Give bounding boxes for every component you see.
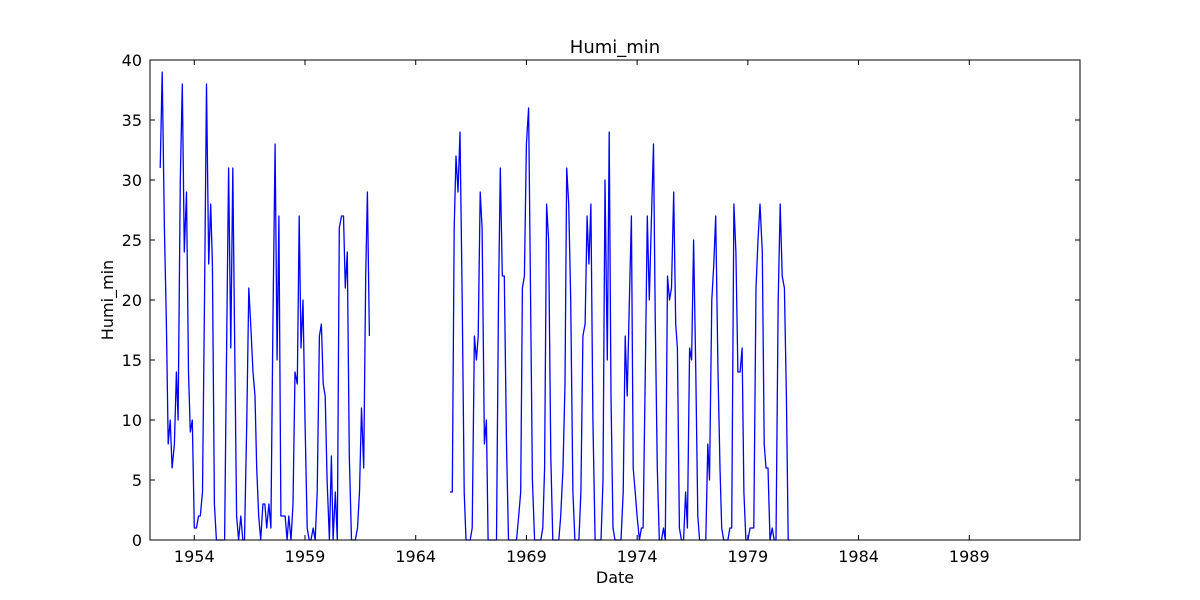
x-tick-label: 1979 <box>727 547 768 566</box>
x-tick-label: 1964 <box>395 547 436 566</box>
x-axis-label: Date <box>596 568 634 587</box>
x-tick-label: 1954 <box>174 547 215 566</box>
ticks-layer: 1954 1959 1964 1969 1974 1979 1984 1989 0 5 10 15 20… <box>122 51 1080 566</box>
series-line-segment <box>159 71 371 541</box>
y-tick-label: 20 <box>122 291 142 310</box>
x-tick-label: 1974 <box>617 547 658 566</box>
x-tick-label: 1969 <box>506 547 547 566</box>
y-tick-label: 15 <box>122 351 142 370</box>
chart-title: Humi_min <box>570 37 660 58</box>
y-tick-label: 40 <box>122 51 142 70</box>
y-tick-label: 5 <box>132 471 142 490</box>
x-tick-label: 1959 <box>285 547 326 566</box>
y-tick-label: 30 <box>122 171 142 190</box>
y-tick-label: 0 <box>132 531 142 550</box>
y-tick-label: 25 <box>122 231 142 250</box>
y-axis-label: Humi_min <box>98 260 118 340</box>
y-tick-label: 35 <box>122 111 142 130</box>
y-tick-label: 10 <box>122 411 142 430</box>
x-tick-label: 1984 <box>838 547 879 566</box>
x-tick-label: 1989 <box>949 547 990 566</box>
plot-area <box>150 60 1080 540</box>
